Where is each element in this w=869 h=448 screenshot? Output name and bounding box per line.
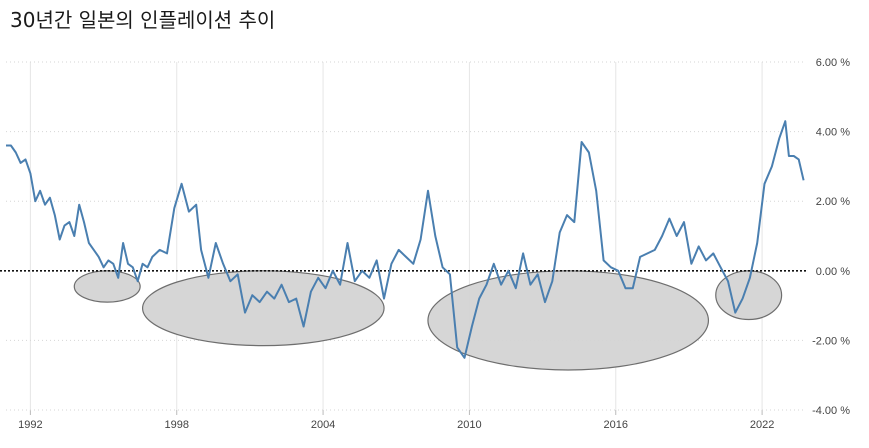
x-tick-label: 2010 [457,419,481,431]
y-tick-label: 4.00 % [816,127,850,139]
deflation-highlight-ellipse [73,270,141,303]
y-tick-label: 0.00 % [816,266,850,278]
x-tick-label: 2004 [311,419,335,431]
x-tick-label: 2022 [750,419,774,431]
chart-title: 30년간 일본의 인플레이션 추이 [10,8,276,32]
x-tick-label: 1998 [164,419,188,431]
y-tick-label: -4.00 % [812,405,850,417]
y-tick-label: 2.00 % [816,196,850,208]
deflation-highlight-ellipse [141,270,385,347]
y-tick-label: 6.00 % [816,57,850,69]
y-tick-label: -2.00 % [812,335,850,347]
x-tick-label: 2016 [604,419,628,431]
x-tick-label: 1992 [18,419,42,431]
deflation-highlight-ellipse [427,270,710,371]
inflation-series-line [6,120,805,359]
